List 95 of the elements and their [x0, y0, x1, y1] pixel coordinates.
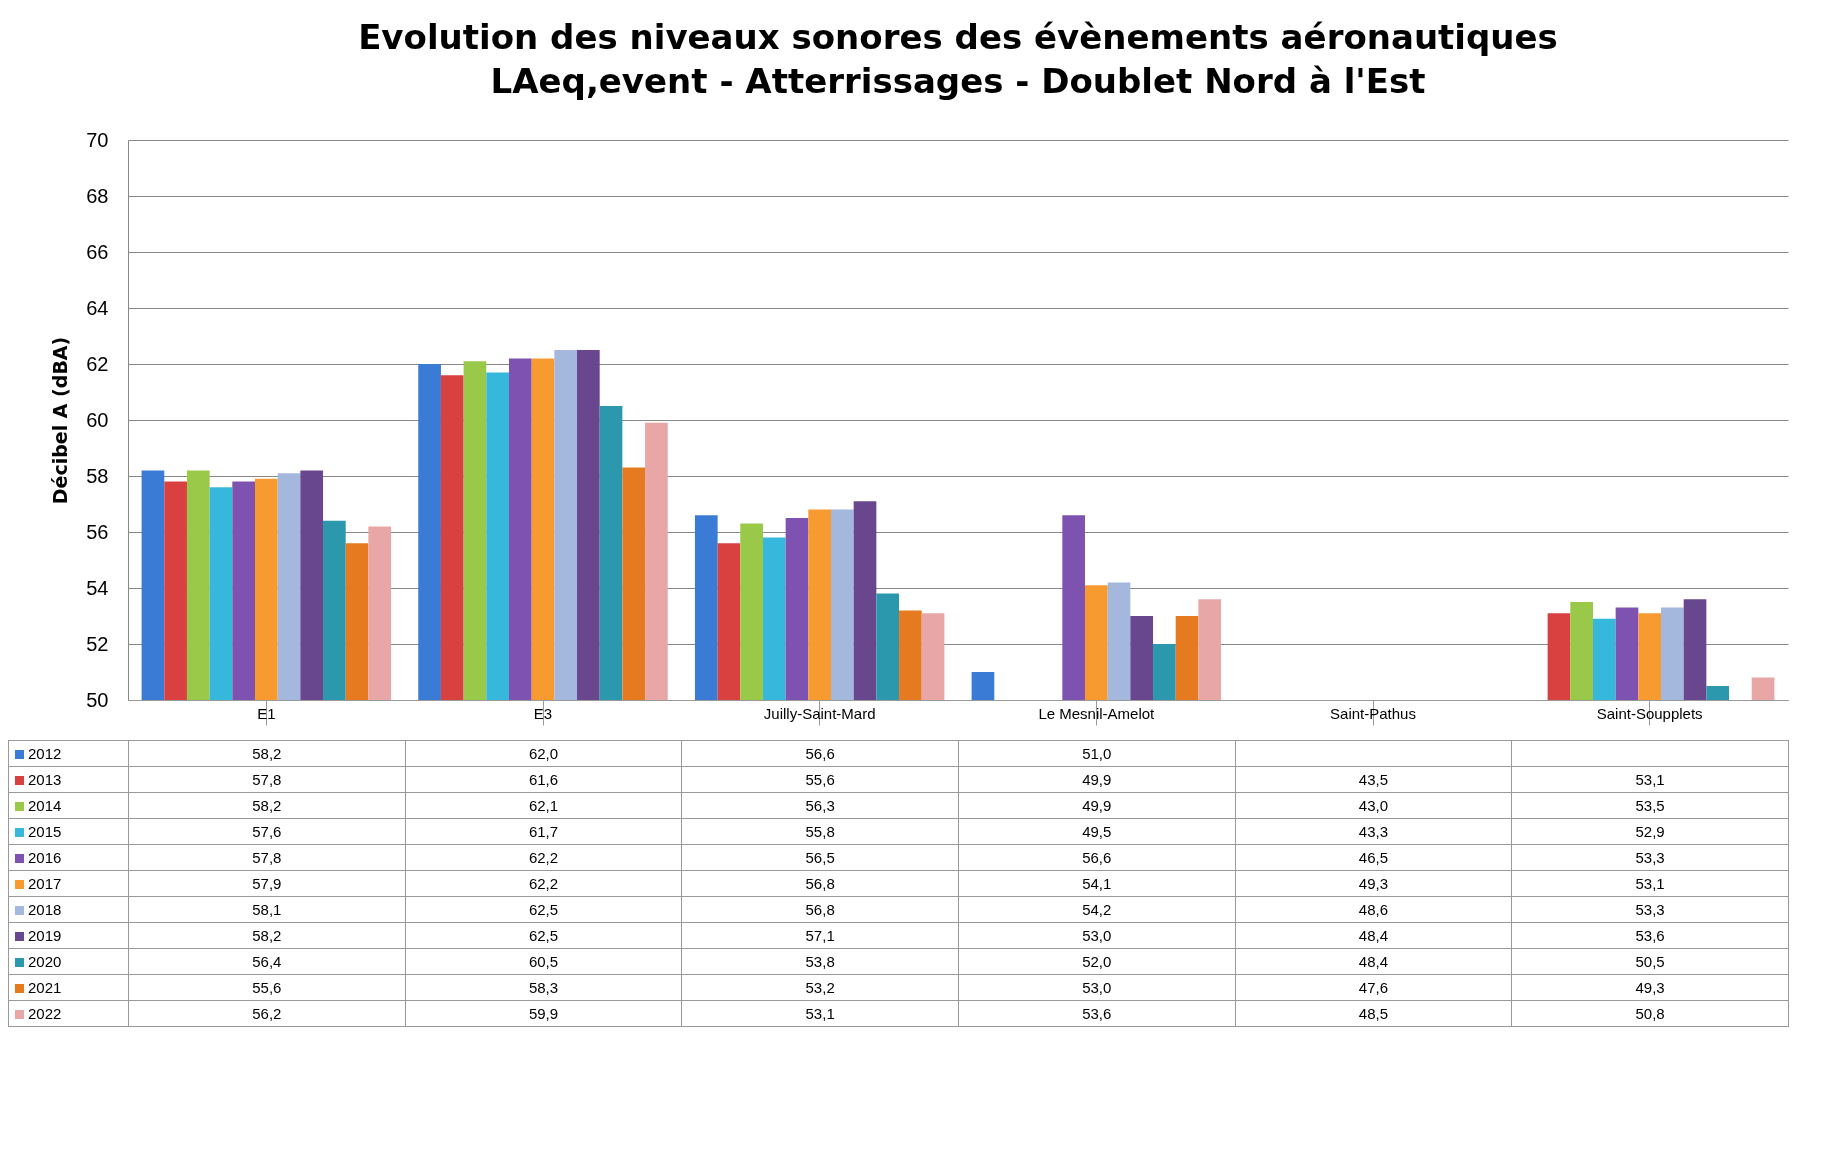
text: 48,4 [1358, 927, 1389, 944]
y-tick-label: 58 [86, 464, 109, 487]
y-tick-label: 60 [86, 408, 109, 431]
data-label: 52,0 [958, 948, 1236, 975]
y-axis-title: Décibel A (dBA) [49, 336, 72, 505]
chart-title: Evolution des niveaux sonores des évènements aéronautiques [358, 17, 1558, 57]
text: 49,9 [1082, 797, 1112, 814]
text: 49,9 [1082, 771, 1112, 788]
legend-label: 2018 [8, 896, 129, 923]
data-label: 62,2 [405, 844, 682, 871]
text: 47,6 [1358, 979, 1389, 996]
data-label: 58,1 [128, 896, 406, 923]
data-label: 53,0 [958, 974, 1236, 1001]
data-label: 56,6 [681, 740, 959, 767]
chart-subtitle: LAeq,event - Atterrissages - Doublet Nord à l'Est [490, 61, 1426, 101]
x-tick-label: Le Mesnil-Amelot [1038, 704, 1156, 722]
data-label: 56,4 [128, 948, 406, 975]
text: 49,3 [1358, 875, 1389, 892]
y-tick-label: 62 [86, 352, 109, 375]
data-label: 55,6 [128, 974, 406, 1001]
data-label: 53,1 [681, 1000, 959, 1027]
data-label: 56,8 [681, 870, 959, 897]
data-label: 59,9 [405, 1000, 682, 1027]
data-label: 54,2 [958, 896, 1236, 923]
data-label: 53,5 [1511, 792, 1789, 819]
data-label: 53,6 [958, 1000, 1236, 1027]
data-label: 61,6 [405, 766, 682, 793]
data-label: 53,2 [681, 974, 959, 1001]
data-label: 58,2 [128, 740, 406, 767]
text: 43,5 [1358, 771, 1389, 788]
text: 49,3 [1635, 979, 1665, 996]
data-label: 62,1 [405, 792, 682, 819]
data-label: 53,6 [1511, 922, 1789, 949]
data-label: 62,5 [405, 896, 682, 923]
data-label: 57,6 [128, 818, 406, 845]
data-label: 57,9 [128, 870, 406, 897]
text: 43,3 [1358, 823, 1389, 840]
data-label: 56,8 [681, 896, 959, 923]
legend-label: 2022 [8, 1000, 129, 1027]
legend-label: 2020 [8, 948, 129, 975]
data-label: 57,1 [681, 922, 959, 949]
data-label: 53,1 [1511, 766, 1789, 793]
data-label: 57,8 [128, 844, 406, 871]
legend-label: 2012 [8, 740, 129, 767]
data-label: 50,5 [1511, 948, 1789, 975]
y-tick-label: 68 [86, 184, 109, 207]
text: 48,5 [1358, 1005, 1389, 1022]
x-tick-label: Saint-Pathus [1330, 704, 1416, 722]
y-tick-label: 50 [86, 688, 109, 711]
data-label: 62,0 [405, 740, 682, 767]
x-tick-label: Saint-Soupplets [1596, 704, 1703, 722]
data-label: 54,1 [958, 870, 1236, 897]
text: 48,6 [1358, 901, 1389, 918]
x-tick-label: Juilly-Saint-Mard [763, 704, 876, 722]
data-label: 53,1 [1511, 870, 1789, 897]
data-label: 62,2 [405, 870, 682, 897]
x-tick-label: E1 [257, 704, 276, 722]
data-label: 58,2 [128, 922, 406, 949]
data-label: 56,3 [681, 792, 959, 819]
legend-label: 2016 [8, 844, 129, 871]
data-label: 58,2 [128, 792, 406, 819]
y-tick-label: 52 [86, 632, 109, 655]
y-tick-label: 56 [86, 520, 109, 543]
x-tick-label: E3 [533, 704, 553, 722]
legend-label: 2017 [8, 870, 129, 897]
data-label: 60,5 [405, 948, 682, 975]
data-label: 61,7 [405, 818, 682, 845]
data-label: 58,3 [405, 974, 682, 1001]
data-label: 56,6 [958, 844, 1236, 871]
data-label: 53,8 [681, 948, 959, 975]
data-label: 51,0 [958, 740, 1236, 767]
text: 49,5 [1082, 823, 1112, 840]
data-label: 62,5 [405, 922, 682, 949]
data-label: 53,3 [1511, 896, 1789, 923]
legend-label: 2015 [8, 818, 129, 845]
legend-label: 2014 [8, 792, 129, 819]
data-label: 53,0 [958, 922, 1236, 949]
data-label: 55,6 [681, 766, 959, 793]
y-tick-label: 66 [86, 240, 109, 263]
y-tick-label: 70 [86, 128, 109, 151]
y-tick-label: 54 [86, 576, 109, 599]
data-label: 56,2 [128, 1000, 406, 1027]
data-label: 50,8 [1511, 1000, 1789, 1027]
text: 43,0 [1358, 797, 1389, 814]
data-label: 52,9 [1511, 818, 1789, 845]
legend-label: 2013 [8, 766, 129, 793]
text: 48,4 [1358, 953, 1389, 970]
legend-label: 2019 [8, 922, 129, 949]
data-label: 56,5 [681, 844, 959, 871]
legend-label: 2021 [8, 974, 129, 1001]
y-tick-label: 64 [86, 296, 109, 319]
data-label: 53,3 [1511, 844, 1789, 871]
text: 46,5 [1358, 849, 1389, 866]
data-label: 55,8 [681, 818, 959, 845]
data-label: 57,8 [128, 766, 406, 793]
